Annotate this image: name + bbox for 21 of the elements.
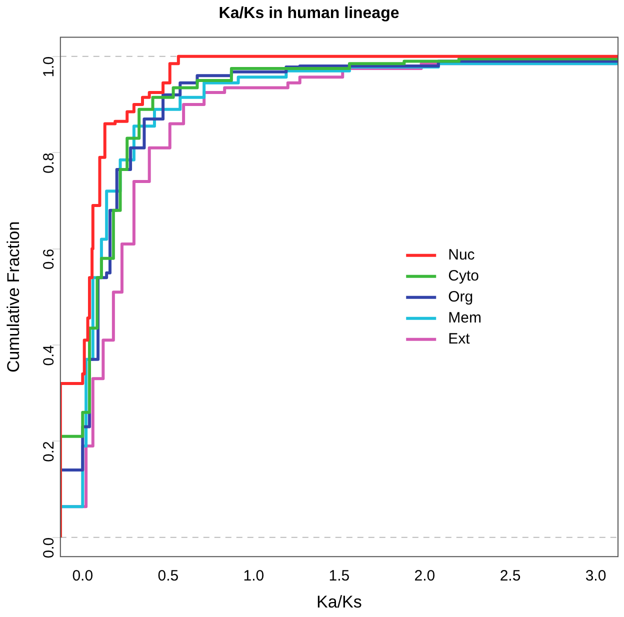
y-tick-label: 0.6 (40, 248, 58, 270)
x-tick-label: 2.0 (414, 568, 436, 585)
legend-label: Org (448, 288, 474, 306)
x-tick-label: 1.5 (328, 568, 350, 585)
y-tick-label: 0.8 (40, 152, 58, 174)
x-tick-label: 0.5 (158, 568, 179, 585)
legend-label: Cyto (448, 267, 479, 284)
y-tick-label: 0.0 (40, 537, 58, 558)
legend-label: Nuc (448, 246, 476, 264)
y-axis-title: Cumulative Fraction (4, 221, 23, 372)
x-tick-label: 3.0 (585, 568, 606, 585)
chart-title: Ka/Ks in human lineage (218, 5, 400, 22)
x-tick-label: 2.5 (500, 568, 521, 585)
y-tick-label: 0.2 (40, 441, 58, 462)
x-tick-label: 0.0 (72, 568, 94, 585)
legend-label: Mem (448, 309, 482, 326)
x-axis-title: Ka/Ks (316, 592, 362, 612)
y-tick-label: 0.4 (40, 344, 58, 366)
legend-label: Ext (448, 330, 471, 348)
x-tick-label: 1.0 (243, 568, 264, 585)
y-tick-label: 1.0 (40, 56, 58, 78)
